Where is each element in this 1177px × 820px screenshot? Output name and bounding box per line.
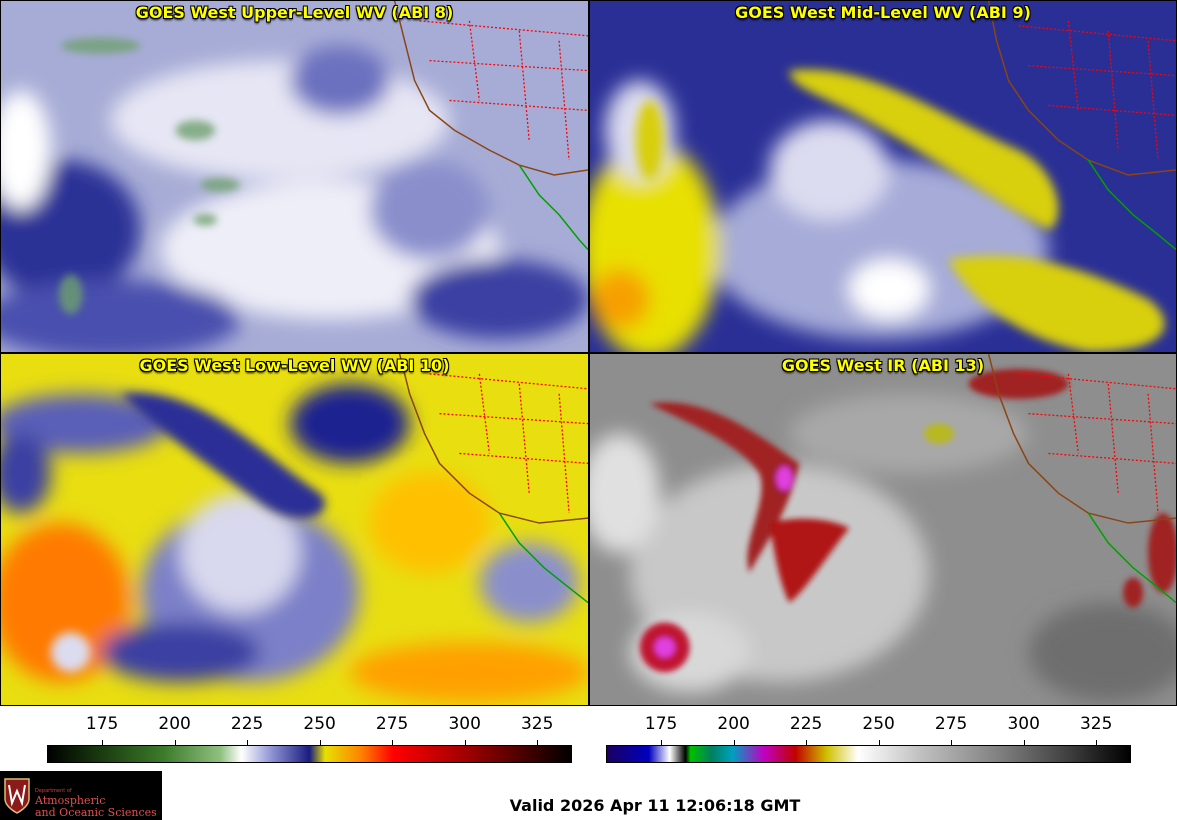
colorbar-tick-label: 250 [862,714,895,734]
colorbar-tick-label: 300 [448,714,481,734]
low-level-wv-image [1,354,588,705]
colorbar-tick-mark [102,740,104,746]
colorbar-tick-mark [464,740,466,746]
wv-colorbar-gradient [47,745,572,763]
ir-image [590,354,1176,705]
panel-mid-level-wv: GOES West Mid-Level WV (ABI 9) [589,0,1177,353]
logo-line2: and Oceanic Sciences [35,806,157,819]
colorbar-tick-mark [392,740,394,746]
colorbar-tick-label: 325 [1079,714,1113,734]
colorbar-tick-label: 200 [717,714,750,734]
logo-dept-text: Department of [35,788,72,794]
colorbar-tick-mark [247,740,249,746]
wv-colorbar: 175 200 225 250 275 300 325 [47,712,572,772]
ir-colorbar-gradient [606,745,1131,763]
colorbar-tick-label: 275 [375,714,409,734]
colorbar-tick-mark [537,740,539,746]
aos-logo: Department of Atmospheric and Oceanic Sc… [0,771,162,820]
panel-low-level-wv: GOES West Low-Level WV (ABI 10) [0,353,589,706]
panel-title: GOES West IR (ABI 13) [781,356,985,375]
panel-title: GOES West Upper-Level WV (ABI 8) [135,3,454,22]
colorbar-tick-label: 200 [158,714,191,734]
colorbar-tick-mark [661,740,663,746]
mid-level-wv-image [590,1,1176,352]
colorbar-tick-mark [951,740,953,746]
ir-colorbar-ticks: 175 200 225 250 275 300 325 [606,712,1131,746]
colorbar-tick-label: 175 [85,714,119,734]
panel-title: GOES West Low-Level WV (ABI 10) [139,356,450,375]
colorbar-tick-label: 250 [303,714,336,734]
uw-crest-icon [4,778,30,814]
colorbar-tick-label: 225 [789,714,823,734]
colorbar-tick-label: 275 [934,714,968,734]
ir-colorbar: 175 200 225 250 275 300 325 [606,712,1131,772]
colorbar-tick-mark [806,740,808,746]
colorbar-tick-mark [319,740,321,746]
colorbar-tick-mark [174,740,176,746]
panel-ir: GOES West IR (ABI 13) [589,353,1177,706]
colorbar-tick-label: 300 [1007,714,1040,734]
panel-title: GOES West Mid-Level WV (ABI 9) [735,3,1031,22]
colorbar-tick-label: 325 [520,714,554,734]
colorbar-tick-mark [878,740,880,746]
colorbar-tick-mark [1096,740,1098,746]
colorbar-tick-mark [1023,740,1025,746]
colorbar-tick-label: 225 [230,714,264,734]
valid-time: Valid 2026 Apr 11 12:06:18 GMT [509,796,801,815]
colorbar-tick-mark [733,740,735,746]
logo-line1: Atmospheric [35,794,106,807]
wv-colorbar-ticks: 175 200 225 250 275 300 325 [47,712,572,746]
colorbar-tick-label: 175 [644,714,678,734]
upper-level-wv-image [1,1,588,352]
panel-upper-level-wv: GOES West Upper-Level WV (ABI 8) [0,0,589,353]
